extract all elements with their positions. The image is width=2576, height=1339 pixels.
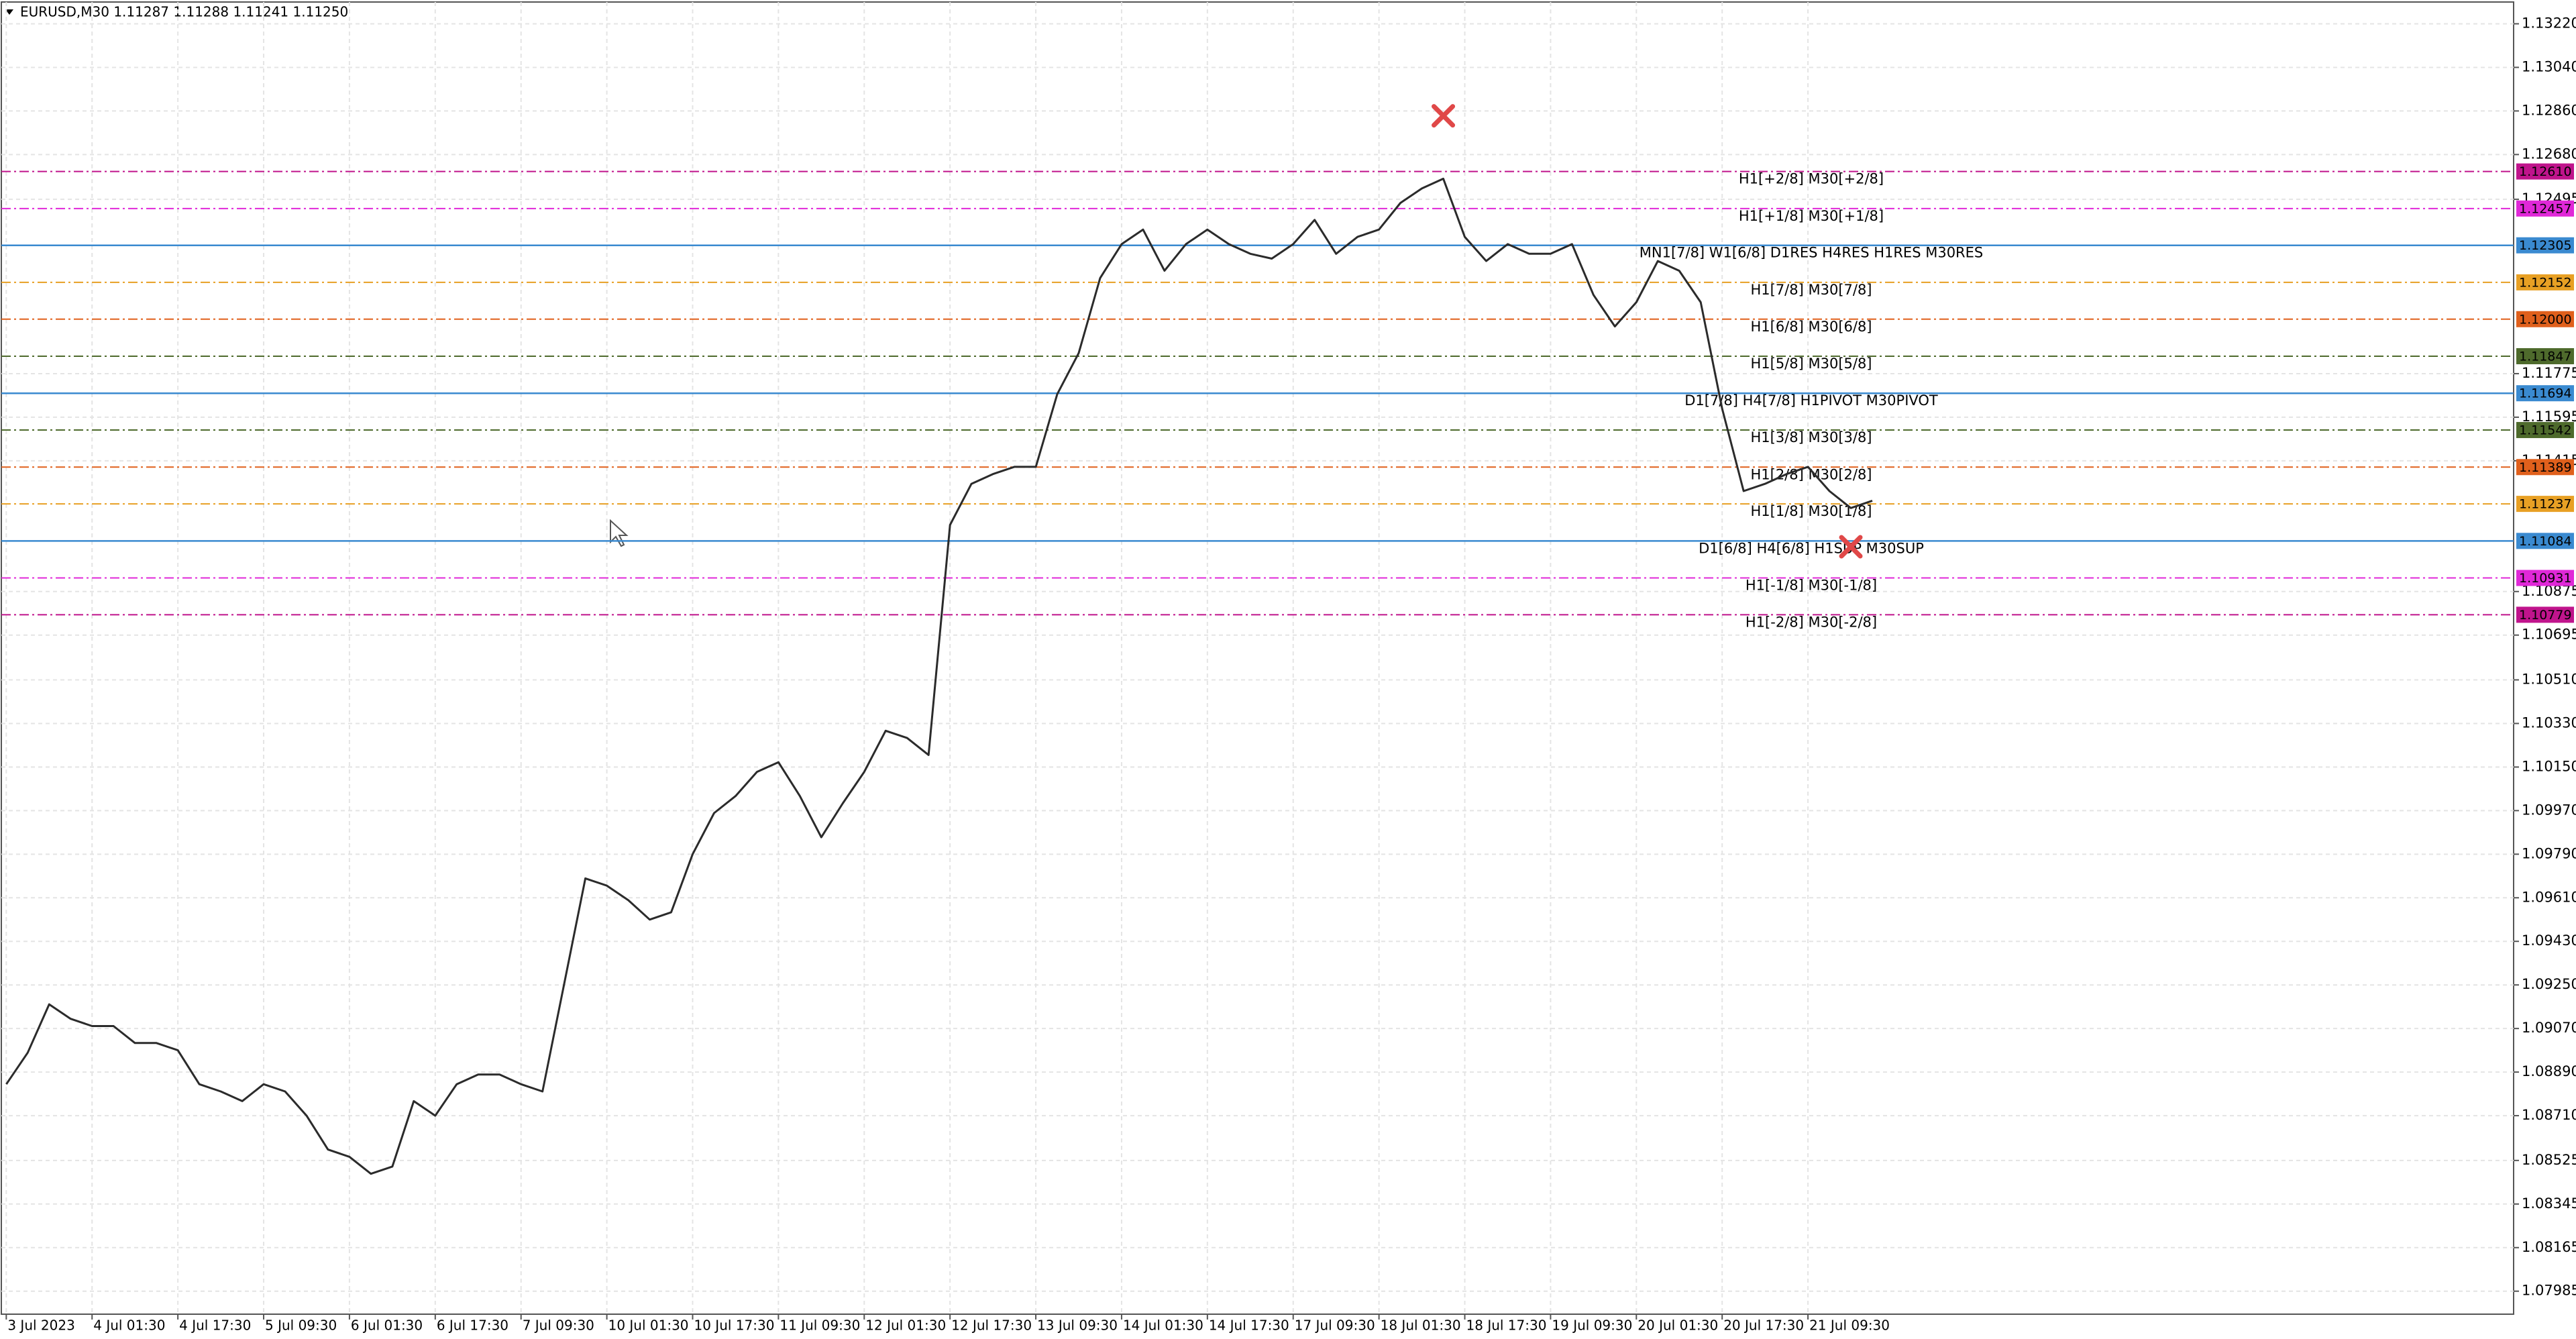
level-text: D1[6/8] H4[6/8] H1SUP M30SUP <box>1699 540 1924 556</box>
plot-frame <box>1 1 2514 1315</box>
y-tick-label: 1.09250 <box>2522 976 2576 992</box>
y-tick-label: 1.09070 <box>2522 1020 2576 1036</box>
x-tick-label: 6 Jul 17:30 <box>437 1318 508 1334</box>
x-tick-label: 10 Jul 01:30 <box>608 1318 689 1334</box>
y-tick-label: 1.09790 <box>2522 845 2576 861</box>
level-text: H1[2/8] M30[2/8] <box>1750 466 1872 482</box>
x-tick-label: 3 Jul 2023 <box>7 1318 74 1334</box>
level-text: H1[+2/8] M30[+2/8] <box>1739 171 1884 187</box>
menu-arrow[interactable] <box>5 9 13 15</box>
x-tick-label: 4 Jul 01:30 <box>93 1318 165 1334</box>
y-tick-label: 1.08710 <box>2522 1107 2576 1123</box>
x-tick-label: 4 Jul 17:30 <box>179 1318 251 1334</box>
price-box-label: 1.12610 <box>2519 164 2572 179</box>
y-tick-label: 1.08165 <box>2522 1239 2576 1255</box>
level-text: H1[5/8] M30[5/8] <box>1750 356 1872 372</box>
price-box <box>2516 533 2574 549</box>
x-tick-label: 20 Jul 01:30 <box>1638 1318 1718 1334</box>
level-text: MN1[7/8] W1[6/8] D1RES H4RES H1RES M30RE… <box>1640 245 1984 261</box>
level-text: H1[+1/8] M30[+1/8] <box>1739 208 1884 224</box>
price-box <box>2516 163 2574 180</box>
price-box <box>2516 570 2574 586</box>
x-tick-label: 10 Jul 17:30 <box>694 1318 774 1334</box>
x-tick-label: 6 Jul 01:30 <box>351 1318 423 1334</box>
x-tick-label: 18 Jul 17:30 <box>1466 1318 1547 1334</box>
x-tick-label: 17 Jul 09:30 <box>1295 1318 1375 1334</box>
x-tick-label: 19 Jul 09:30 <box>1552 1318 1632 1334</box>
price-box-label: 1.11389 <box>2519 460 2572 475</box>
y-tick-label: 1.08890 <box>2522 1063 2576 1079</box>
y-tick-label: 1.09610 <box>2522 889 2576 905</box>
level-text: D1[7/8] H4[7/8] H1PIVOT M30PIVOT <box>1684 392 1938 409</box>
y-tick-label: 1.07985 <box>2522 1283 2576 1299</box>
x-tick-label: 5 Jul 09:30 <box>265 1318 337 1334</box>
y-tick-label: 1.13220 <box>2522 15 2576 31</box>
chart-title: EURUSD,M30 1.11287 1.11288 1.11241 1.112… <box>20 4 348 20</box>
x-tick-label: 21 Jul 09:30 <box>1809 1318 1890 1334</box>
y-tick-label: 1.10150 <box>2522 758 2576 774</box>
level-text: H1[-2/8] M30[-2/8] <box>1746 614 1877 630</box>
y-tick-label: 1.10510 <box>2522 671 2576 687</box>
x-tick-label: 12 Jul 01:30 <box>865 1318 946 1334</box>
y-tick-label: 1.09430 <box>2522 932 2576 949</box>
price-box-label: 1.12152 <box>2519 275 2572 290</box>
y-tick-label: 1.12680 <box>2522 146 2576 162</box>
x-tick-label: 18 Jul 01:30 <box>1381 1318 1461 1334</box>
level-text: H1[6/8] M30[6/8] <box>1750 319 1872 335</box>
price-box-label: 1.11237 <box>2519 497 2572 512</box>
x-tick-label: 11 Jul 09:30 <box>780 1318 860 1334</box>
level-text: H1[3/8] M30[3/8] <box>1750 429 1872 445</box>
level-text: H1[1/8] M30[1/8] <box>1750 503 1872 519</box>
price-box <box>2516 200 2574 217</box>
price-box-label: 1.10779 <box>2519 608 2572 623</box>
x-tick-label: 14 Jul 17:30 <box>1209 1318 1289 1334</box>
price-box <box>2516 237 2574 254</box>
price-box-label: 1.11694 <box>2519 386 2572 401</box>
y-tick-label: 1.11595 <box>2522 409 2576 425</box>
price-box-label: 1.11084 <box>2519 534 2572 549</box>
price-box-label: 1.12457 <box>2519 201 2572 216</box>
x-tick-label: 14 Jul 01:30 <box>1123 1318 1203 1334</box>
level-text: H1[7/8] M30[7/8] <box>1750 282 1872 298</box>
x-tick-label: 20 Jul 17:30 <box>1723 1318 1804 1334</box>
y-tick-label: 1.12860 <box>2522 102 2576 118</box>
price-box <box>2516 311 2574 327</box>
price-box <box>2516 606 2574 623</box>
price-box <box>2516 459 2574 476</box>
x-tick-label: 7 Jul 09:30 <box>523 1318 594 1334</box>
y-tick-label: 1.09970 <box>2522 802 2576 818</box>
x-tick-label: 13 Jul 09:30 <box>1037 1318 1118 1334</box>
price-line <box>5 177 1873 1175</box>
y-tick-label: 1.13040 <box>2522 58 2576 74</box>
y-tick-label: 1.10330 <box>2522 714 2576 731</box>
price-box <box>2516 422 2574 439</box>
y-tick-label: 1.08345 <box>2522 1195 2576 1212</box>
price-box-label: 1.12000 <box>2519 312 2572 327</box>
x-tick-label: 12 Jul 17:30 <box>951 1318 1032 1334</box>
y-tick-label: 1.10695 <box>2522 627 2576 643</box>
price-box-label: 1.10931 <box>2519 571 2572 586</box>
y-tick-label: 1.11775 <box>2522 365 2576 381</box>
price-box <box>2516 347 2574 364</box>
price-box <box>2516 385 2574 402</box>
price-box <box>2516 274 2574 290</box>
price-box-label: 1.12305 <box>2519 238 2572 253</box>
price-box <box>2516 496 2574 513</box>
level-text: H1[-1/8] M30[-1/8] <box>1746 578 1877 594</box>
signal-marker <box>1432 104 1456 128</box>
y-tick-label: 1.08525 <box>2522 1152 2576 1168</box>
price-box-label: 1.11542 <box>2519 423 2572 438</box>
signal-marker <box>1839 535 1863 559</box>
price-box-label: 1.11847 <box>2519 349 2572 364</box>
